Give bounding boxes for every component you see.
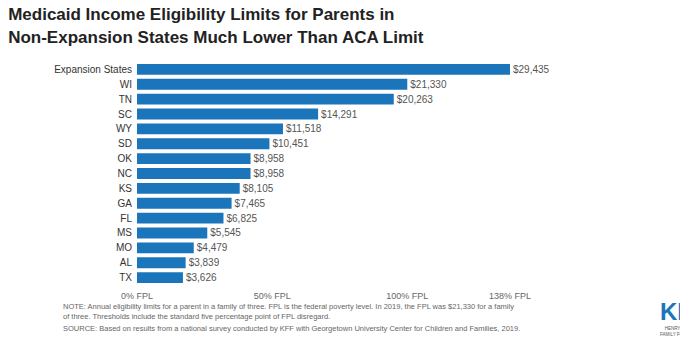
svg-text:WI: WI <box>120 79 132 90</box>
svg-text:50% FPL: 50% FPL <box>254 291 291 301</box>
svg-text:AL: AL <box>120 257 133 268</box>
svg-text:HENRY J KAISERFAMILY FOUNDATIO: HENRY J KAISERFAMILY FOUNDATION <box>660 326 680 337</box>
svg-text:MS: MS <box>117 227 132 238</box>
svg-text:$8,105: $8,105 <box>243 183 274 194</box>
svg-text:$8,958: $8,958 <box>254 153 285 164</box>
svg-text:$7,465: $7,465 <box>235 198 266 209</box>
svg-text:GA: GA <box>118 198 133 209</box>
svg-text:$14,291: $14,291 <box>321 109 358 120</box>
svg-text:$3,626: $3,626 <box>186 272 217 283</box>
svg-text:FL: FL <box>120 213 132 224</box>
svg-text:$20,263: $20,263 <box>397 94 434 105</box>
svg-text:TN: TN <box>119 94 132 105</box>
svg-text:Expansion States: Expansion States <box>54 64 132 75</box>
svg-text:0% FPL: 0% FPL <box>121 291 153 301</box>
svg-text:$3,839: $3,839 <box>189 257 220 268</box>
svg-text:$8,958: $8,958 <box>254 168 285 179</box>
svg-text:SD: SD <box>118 138 132 149</box>
svg-text:MO: MO <box>116 242 132 253</box>
svg-text:$5,545: $5,545 <box>210 227 241 238</box>
svg-text:$21,330: $21,330 <box>410 79 447 90</box>
svg-text:WY: WY <box>116 123 132 134</box>
svg-text:Medicaid Income Eligibility Li: Medicaid Income Eligibility Limits for P… <box>8 5 424 46</box>
svg-text:$4,479: $4,479 <box>197 242 228 253</box>
svg-text:$11,518: $11,518 <box>286 123 322 134</box>
svg-text:SC: SC <box>118 109 132 120</box>
svg-text:KS: KS <box>119 183 133 194</box>
svg-text:NOTE: Annual eligibility limit: NOTE: Annual eligibility limits for a pa… <box>63 302 514 321</box>
svg-text:KFF: KFF <box>660 298 680 325</box>
svg-text:SOURCE: Based on results from: SOURCE: Based on results from a national… <box>63 324 520 333</box>
svg-text:$10,451: $10,451 <box>272 138 309 149</box>
svg-text:$6,825: $6,825 <box>226 213 257 224</box>
svg-text:$29,435: $29,435 <box>513 64 550 75</box>
svg-text:OK: OK <box>118 153 133 164</box>
svg-text:NC: NC <box>118 168 132 179</box>
svg-text:138% FPL: 138% FPL <box>489 291 531 301</box>
svg-text:TX: TX <box>119 272 132 283</box>
svg-text:100% FPL: 100% FPL <box>386 291 428 301</box>
